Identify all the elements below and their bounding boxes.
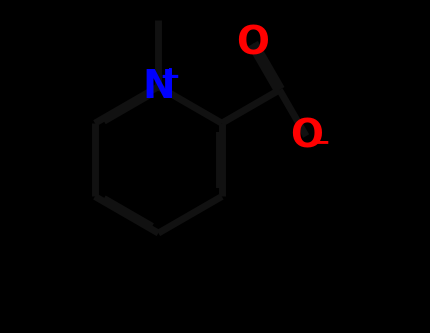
Text: O: O [290, 117, 322, 155]
Text: N: N [142, 68, 175, 106]
Text: +: + [160, 65, 181, 89]
Text: O: O [237, 25, 269, 63]
Text: −: − [310, 130, 331, 154]
